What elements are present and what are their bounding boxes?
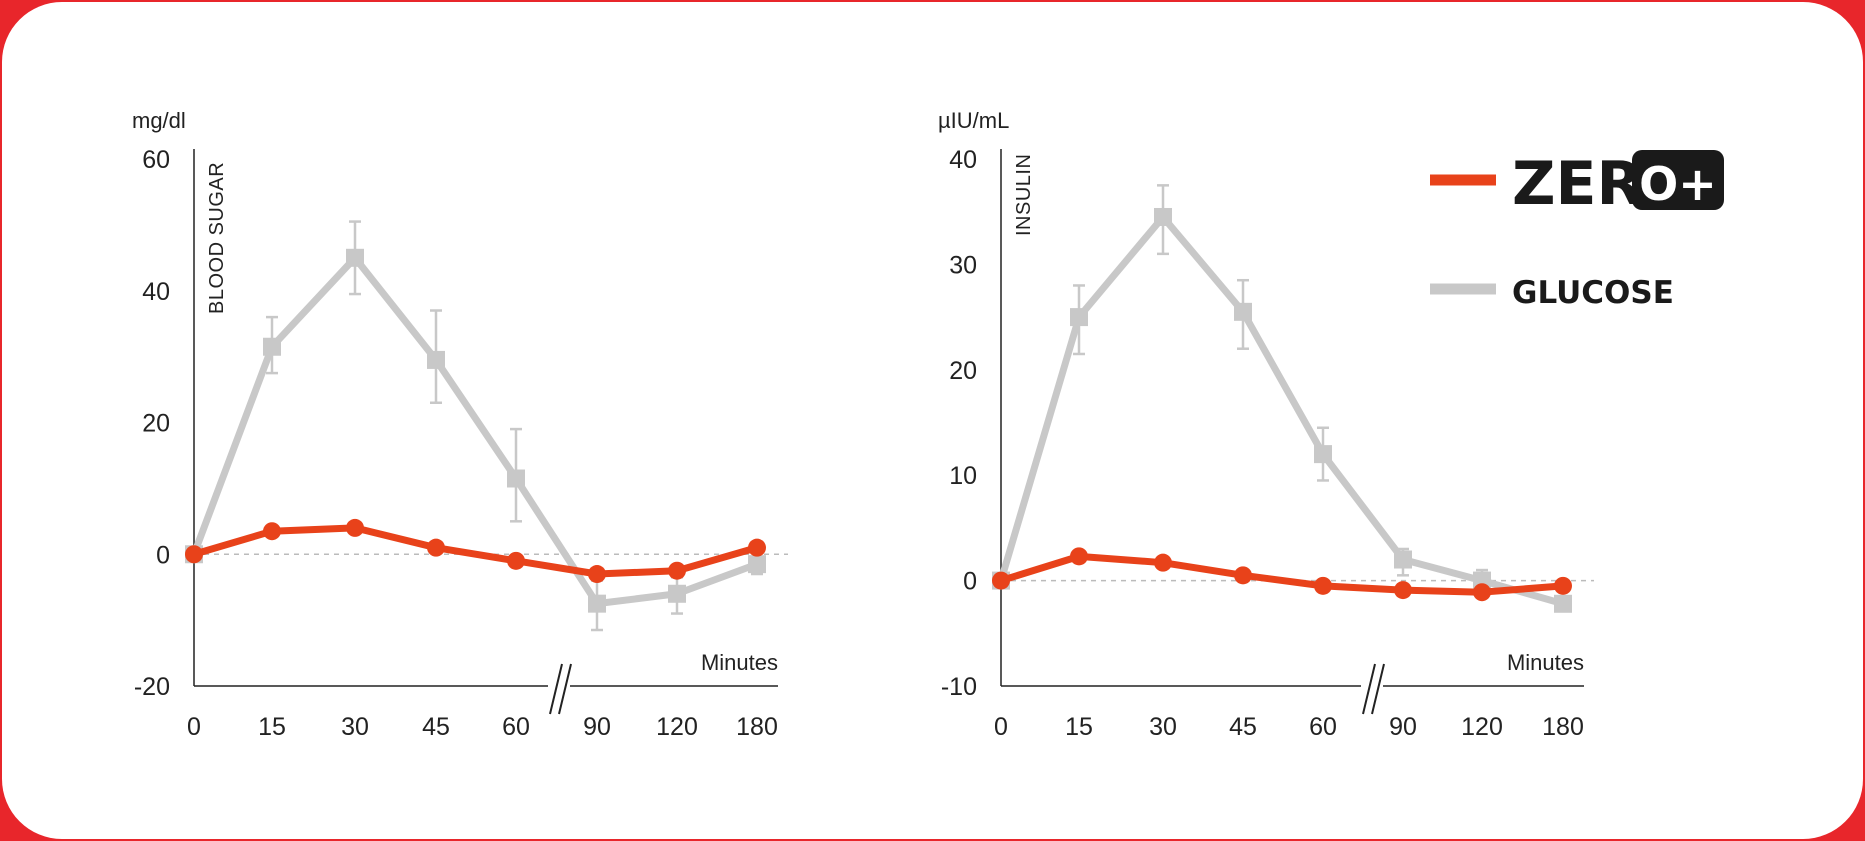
axis-break [548, 661, 572, 715]
y-tick-label: 30 [949, 251, 977, 279]
zero-badge [1632, 150, 1724, 210]
x-tick-label: 30 [1149, 713, 1177, 741]
unit-label-uiu-ml: µIU/mL [938, 108, 1009, 133]
data-point-zero [1554, 576, 1572, 595]
data-point-glucose [427, 350, 445, 369]
minutes-label-1: Minutes [701, 650, 778, 675]
data-point-zero [507, 551, 525, 570]
series-line-zero [190, 524, 761, 578]
x-tick-label: 90 [583, 713, 611, 741]
x-tick-label: 60 [502, 713, 530, 741]
data-point-zero [1314, 576, 1332, 595]
data-point-zero [346, 518, 364, 537]
zero-badge-text: O+ [1639, 157, 1717, 211]
axis-break [1361, 661, 1385, 715]
x-tick-label: 120 [656, 713, 698, 741]
y-tick-label: 20 [142, 410, 170, 438]
data-point-glucose [263, 337, 281, 356]
x-tick-label: 45 [1229, 713, 1257, 741]
series-line-glucose [997, 213, 1567, 608]
data-point-zero [1394, 581, 1412, 600]
series-line-zero [997, 552, 1567, 596]
y-tick-label: 10 [949, 462, 977, 490]
data-point-glucose [668, 584, 686, 603]
data-point-glucose [507, 469, 525, 488]
data-point-glucose [1394, 550, 1412, 569]
x-tick-label: 180 [736, 713, 778, 741]
data-point-zero [185, 545, 203, 564]
data-point-glucose [1234, 302, 1252, 321]
data-point-zero [263, 522, 281, 541]
data-point-glucose [1554, 594, 1572, 613]
data-point-glucose [588, 594, 606, 613]
series-zero [185, 518, 766, 584]
legend-glucose-label: GLUCOSE [1512, 275, 1674, 311]
y-tick-label: 0 [156, 541, 170, 569]
x-tick-label: 15 [258, 713, 286, 741]
data-point-zero [992, 571, 1010, 590]
unit-label-mg-dl: mg/dl [132, 108, 186, 133]
y-tick-label: 0 [963, 568, 977, 596]
x-tick-label: 60 [1309, 713, 1337, 741]
x-tick-label: 0 [994, 713, 1008, 741]
data-point-zero [1234, 566, 1252, 585]
data-point-zero [668, 561, 686, 580]
data-point-glucose [346, 248, 364, 267]
x-tick-label: 120 [1461, 713, 1503, 741]
y-tick-label: 40 [142, 278, 170, 306]
data-point-glucose [748, 555, 766, 574]
chart-insulin: µIU/mL INSULIN Minutes 40 30 20 10 0 -10 0 15 3… [938, 108, 1594, 741]
series-line-glucose [190, 254, 761, 608]
y-tick-label: 20 [949, 357, 977, 385]
data-point-zero [588, 565, 606, 584]
x-tick-label: 0 [187, 713, 201, 741]
minutes-label-2: Minutes [1507, 650, 1584, 675]
x-tick-label: 180 [1542, 713, 1584, 741]
data-point-zero [1154, 553, 1172, 572]
data-point-glucose [1154, 207, 1172, 226]
legend: ZERO O+ GLUCOSE [1430, 149, 1724, 311]
data-point-glucose [1314, 445, 1332, 464]
x-tick-label: 15 [1065, 713, 1093, 741]
insulin-axis-label: INSULIN [1013, 154, 1035, 236]
x-tick-label: 90 [1389, 713, 1417, 741]
data-point-zero [748, 538, 766, 557]
y-tick-label: 40 [949, 146, 977, 174]
y-tick-label: -10 [941, 673, 977, 701]
y-tick-label: -20 [134, 673, 170, 701]
data-point-zero [1070, 547, 1088, 566]
chart-blood-sugar: mg/dl BLOOD SUGAR Minutes 60 40 20 0 -20 0 15… [132, 108, 788, 741]
x-tick-label: 30 [341, 713, 369, 741]
data-point-zero [1473, 583, 1491, 602]
blood-sugar-axis-label: BLOOD SUGAR [206, 162, 228, 314]
y-tick-label: 60 [142, 146, 170, 174]
x-tick-label: 45 [422, 713, 450, 741]
data-point-zero [427, 538, 445, 557]
data-point-glucose [1070, 308, 1088, 327]
series-zero [992, 547, 1572, 602]
